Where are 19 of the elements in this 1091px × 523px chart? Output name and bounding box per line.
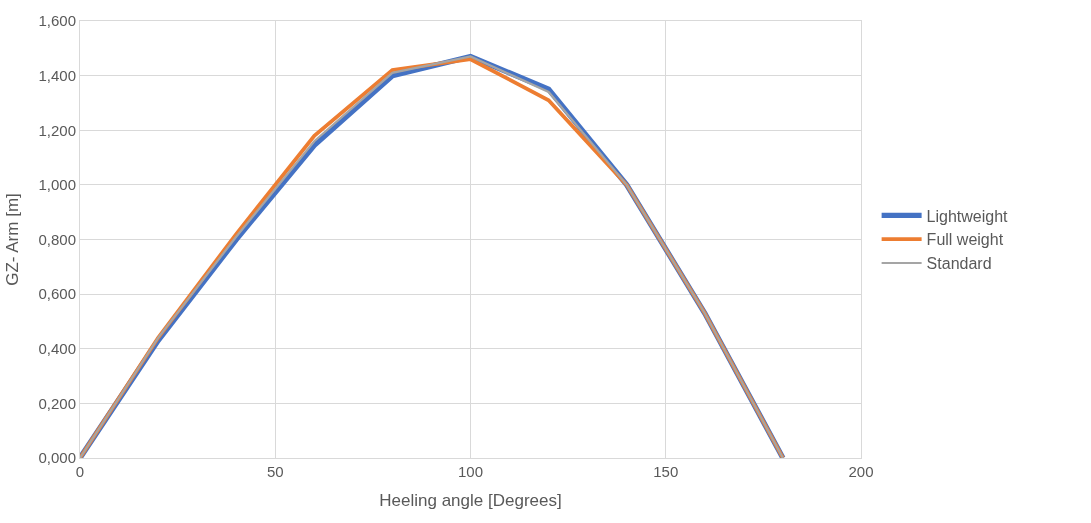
y-tick-label: 0,800 <box>38 230 76 248</box>
y-tick-label: 0,600 <box>38 285 76 303</box>
x-tick-label: 200 <box>848 463 874 480</box>
y-tick-label: 1,600 <box>38 12 76 30</box>
y-tick-label: 1,000 <box>38 176 76 194</box>
x-tick-label: 100 <box>457 463 484 480</box>
legend-label: Full weight <box>926 231 1004 249</box>
legend-label: Standard <box>926 255 992 273</box>
x-tick-label: 150 <box>653 463 679 480</box>
y-axis-title: GZ- Arm [m] <box>3 193 22 286</box>
y-tick-label: 1,200 <box>38 121 76 139</box>
y-tick-label: 0,400 <box>38 340 76 357</box>
y-tick-label: 1,400 <box>38 66 76 84</box>
y-tick-label: 0,200 <box>38 394 76 412</box>
legend-label: Lightweight <box>926 207 1009 225</box>
x-tick-label: 50 <box>266 463 284 480</box>
y-tick-label: 0,000 <box>38 449 76 467</box>
x-axis-title: Heeling angle [Degrees] <box>379 491 562 511</box>
x-tick-label: 0 <box>75 463 85 480</box>
